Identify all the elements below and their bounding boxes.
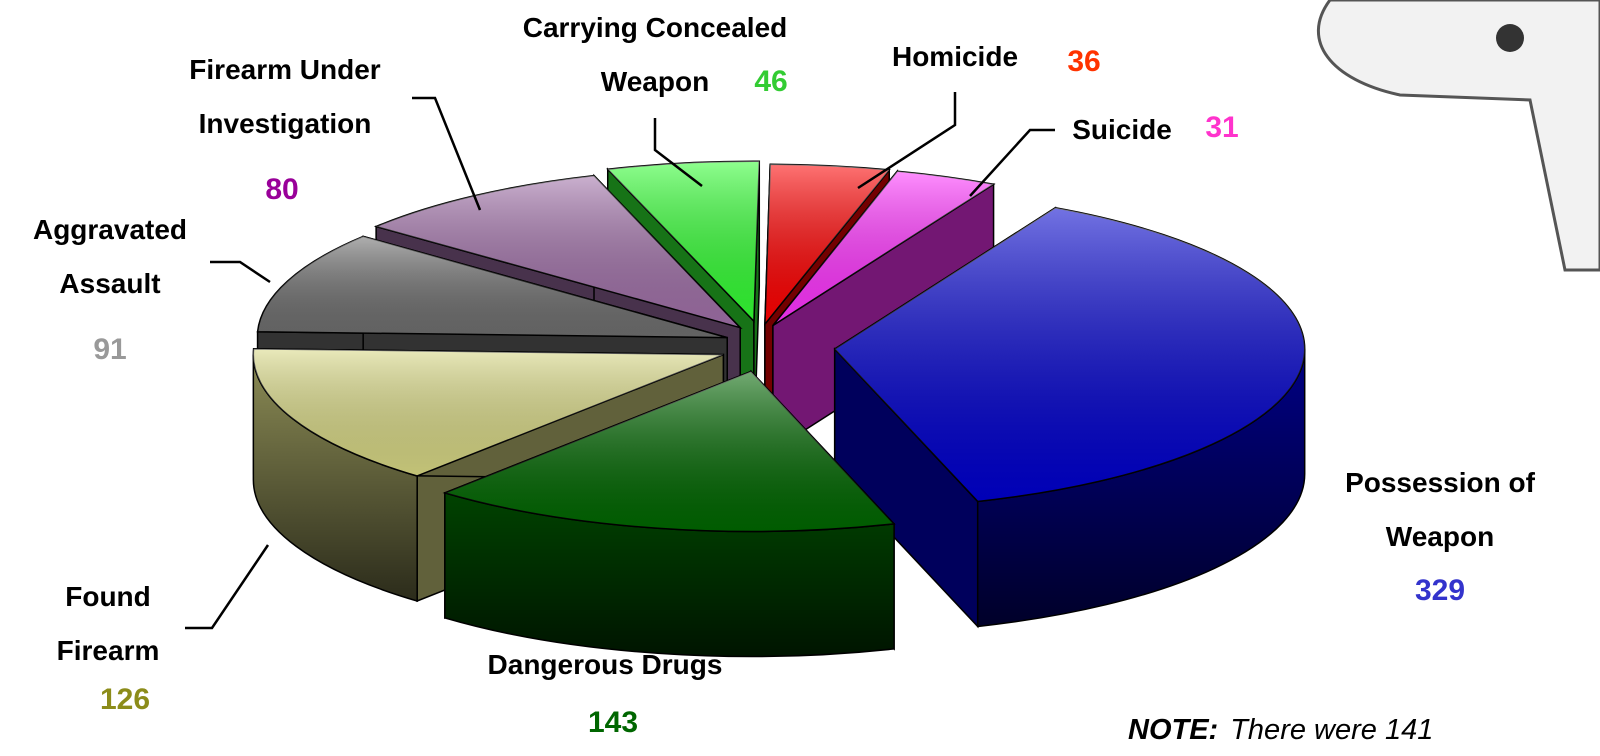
note-text: There were 141	[1230, 714, 1433, 746]
category-label: Suicide	[1042, 103, 1202, 157]
pie	[253, 161, 1304, 656]
value-label: 91	[93, 333, 126, 367]
category-label: Aggravated Assault	[0, 203, 220, 311]
value-label: 126	[100, 683, 150, 717]
value-label: 80	[265, 173, 298, 207]
leader-line	[412, 98, 480, 210]
category-label: Dangerous Drugs	[425, 638, 785, 692]
category-label: Homicide	[855, 30, 1055, 84]
chart: Possession of Weapon 329 Dangerous Drugs 14…	[0, 0, 1600, 756]
value-label: 31	[1205, 111, 1238, 145]
category-label: Found Firearm	[28, 570, 188, 678]
category-label: Firearm Under Investigation	[155, 43, 415, 151]
value-label: 46	[754, 65, 787, 99]
leader-line	[185, 545, 268, 628]
value-label: 143	[588, 706, 638, 740]
note: NOTE: There were 141	[1128, 714, 1433, 747]
value-label: 329	[1415, 574, 1465, 608]
value-label: 36	[1067, 45, 1100, 79]
gun-illustration	[1318, 0, 1600, 270]
category-label: Possession of Weapon	[1310, 456, 1570, 564]
gun-detail	[1496, 24, 1524, 52]
note-label: NOTE:	[1128, 714, 1218, 746]
